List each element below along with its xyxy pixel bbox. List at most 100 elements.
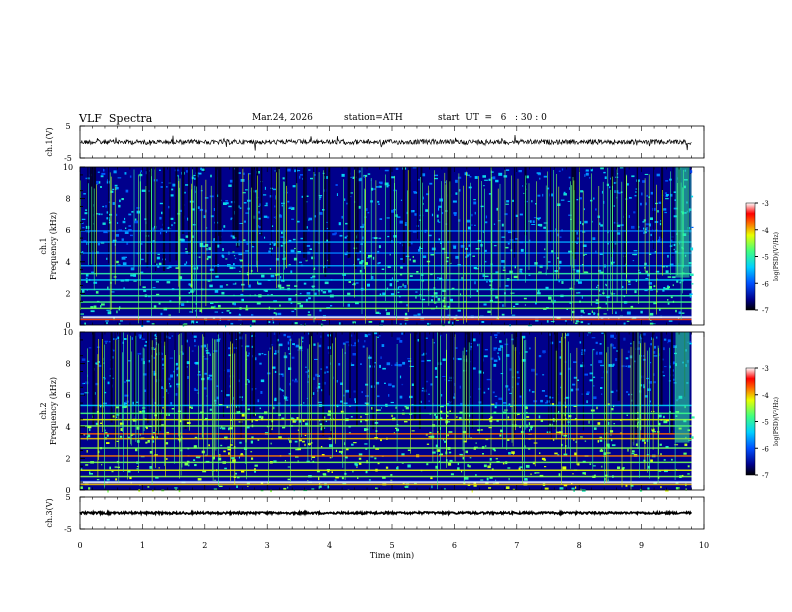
ch2-spectrogram-gap	[322, 332, 325, 436]
ch2-spectrogram-gap	[356, 332, 358, 427]
ch1-spectrogram-colorbar-tick-label: -6	[762, 280, 769, 288]
ch2-spectrogram-gap	[617, 332, 620, 401]
ch2-spectrogram-gap	[92, 332, 95, 425]
ch1-spectrogram-gap	[348, 167, 351, 258]
ch1-spectrogram-band	[80, 318, 692, 321]
ch1-waveform-panel: 5 -5 ch.1(V)	[45, 122, 705, 163]
x-tick-label: 5	[389, 541, 394, 550]
ch2-spectrogram-ytick-label: 6	[65, 391, 70, 400]
ch1-waveform-ytick-label: -5	[64, 154, 72, 163]
ch2-spectrogram-gap	[335, 332, 337, 412]
ch2-spectrogram-colorbar-tick-label: -3	[762, 365, 769, 373]
ch2-spectrogram-gap	[554, 332, 557, 430]
ch3-waveform-trace	[79, 509, 693, 517]
ch1-spectrogram-gap	[219, 167, 222, 245]
ch1-spectrogram-gap	[260, 167, 263, 236]
ch2-spectrogram-band	[80, 475, 692, 478]
ch1-spectrogram-gap	[408, 167, 411, 247]
ch2-spectrogram-ytick-label: 2	[65, 454, 70, 463]
ch1-spectrogram-gap	[175, 167, 178, 261]
ch1-spectrogram-ytick-label: 4	[65, 258, 70, 267]
ch1-spectrogram-gap	[324, 167, 327, 277]
ch2-spectrogram-gap	[330, 332, 334, 438]
ch2-spectrogram-ytick-label: 8	[65, 360, 70, 369]
ch1-spectrogram-gap	[357, 167, 359, 253]
ch1-waveform-ylabel: ch.1(V)	[45, 127, 54, 156]
ch1-spectrogram-gap	[87, 167, 89, 254]
ch1-spectrogram-gap	[623, 167, 626, 274]
ch1-spectrogram-gap	[313, 167, 314, 269]
ch2-spectrogram-gap	[660, 332, 663, 407]
ch3-waveform-panel: 5 -5 ch.3(V)	[45, 493, 705, 534]
ch2-spectrogram-gap	[150, 332, 152, 409]
ch2-spectrogram-gap	[114, 332, 116, 442]
ch2-spectrogram-gap	[270, 332, 272, 434]
ch1-spectrogram-colorbar-tick-label: -7	[762, 307, 769, 315]
ch1-spectrogram-gap	[270, 167, 272, 256]
ch1-spectrogram-gap	[355, 167, 357, 269]
ch2-spectrogram-gap	[635, 332, 638, 437]
start-time-label: start UT = 6 : 30 : 0	[438, 113, 547, 123]
x-axis-label: Time (min)	[370, 551, 414, 560]
ch2-spectrogram-gap	[469, 332, 471, 400]
ch2-spectrogram-band	[80, 433, 692, 435]
ch1-spectrogram-gap	[218, 167, 220, 236]
ch1-spectrogram-gap	[295, 167, 297, 231]
ch2-spectrogram-gap	[451, 332, 454, 413]
ch1-spectrogram-gap	[447, 167, 450, 241]
ch1-waveform-trace	[79, 134, 692, 151]
ch2-spectrogram-gap	[562, 332, 564, 412]
ch2-spectrogram-colorbar	[745, 367, 756, 476]
ch1-spectrogram-gap	[155, 167, 157, 271]
ch2-spectrogram-gap	[157, 332, 159, 437]
ch2-spectrogram-band	[80, 483, 692, 486]
ch2-spectrogram-gap	[438, 332, 440, 435]
ch1-spectrogram-colorbar-tick-label: -4	[762, 227, 769, 235]
ch2-spectrogram-gap	[94, 332, 96, 414]
ch1-spectrogram-gap	[236, 167, 239, 248]
ch2-spectrogram-gap	[519, 332, 522, 396]
ch2-spectrogram-gap	[418, 332, 421, 429]
ch1-spectrogram-gap	[316, 167, 318, 254]
ch2-spectrogram-gap	[222, 332, 225, 418]
ch2-spectrogram-gap	[152, 332, 154, 399]
ch2-spectrogram-band	[80, 461, 692, 464]
ch2-spectrogram-band	[80, 469, 692, 471]
ch1-spectrogram-colorbar	[745, 202, 756, 311]
ch1-spectrogram-gap	[89, 167, 92, 266]
ch2-spectrogram-gap	[174, 332, 176, 427]
x-tick-label: 0	[77, 541, 82, 550]
ch2-spectrogram-band	[80, 425, 692, 427]
ch1-spectrogram-colorbar-tick-label: -3	[762, 200, 769, 208]
ch1-spectrogram-band	[80, 307, 692, 310]
ch2-spectrogram-gap	[604, 332, 607, 441]
ch2-spectrogram-band	[80, 480, 692, 482]
ch1-spectrogram-channel-label: ch.1	[39, 237, 48, 254]
ch2-spectrogram-colorbar-tick-label: -5	[762, 419, 769, 427]
ch1-spectrogram-gap	[550, 167, 552, 243]
ch1-spectrogram-gap	[612, 167, 614, 249]
x-tick-label: 9	[639, 541, 644, 550]
x-tick-label: 6	[452, 541, 457, 550]
ch2-spectrogram-gap	[236, 332, 239, 412]
ch2-spectrogram-gap	[240, 332, 242, 439]
ch2-spectrogram-ytick-label: 10	[63, 328, 73, 337]
ch2-spectrogram-gap	[550, 332, 552, 441]
ch1-spectrogram-gap	[146, 167, 149, 257]
ch2-spectrogram-gap	[670, 332, 673, 435]
ch1-spectrogram-gap	[93, 167, 96, 243]
ch2-spectrogram-gap	[249, 332, 251, 423]
ch2-spectrogram-band	[80, 447, 692, 449]
ch2-spectrogram-end-burst	[675, 332, 690, 443]
ch2-spectrogram-gap	[276, 332, 278, 415]
ch1-spectrogram-gap	[253, 167, 255, 247]
ch1-spectrogram-gap	[610, 167, 613, 257]
ch2-spectrogram-gap	[467, 332, 470, 412]
ch2-spectrogram-gap	[414, 332, 417, 421]
ch2-spectrogram-gap	[481, 332, 484, 421]
ch1-spectrogram-gap	[389, 167, 392, 244]
ch1-spectrogram-ytick-label: 8	[65, 195, 70, 204]
ch2-spectrogram-band	[80, 412, 692, 415]
ch2-spectrogram-gap	[424, 332, 426, 410]
ch1-spectrogram-gap	[215, 167, 218, 276]
